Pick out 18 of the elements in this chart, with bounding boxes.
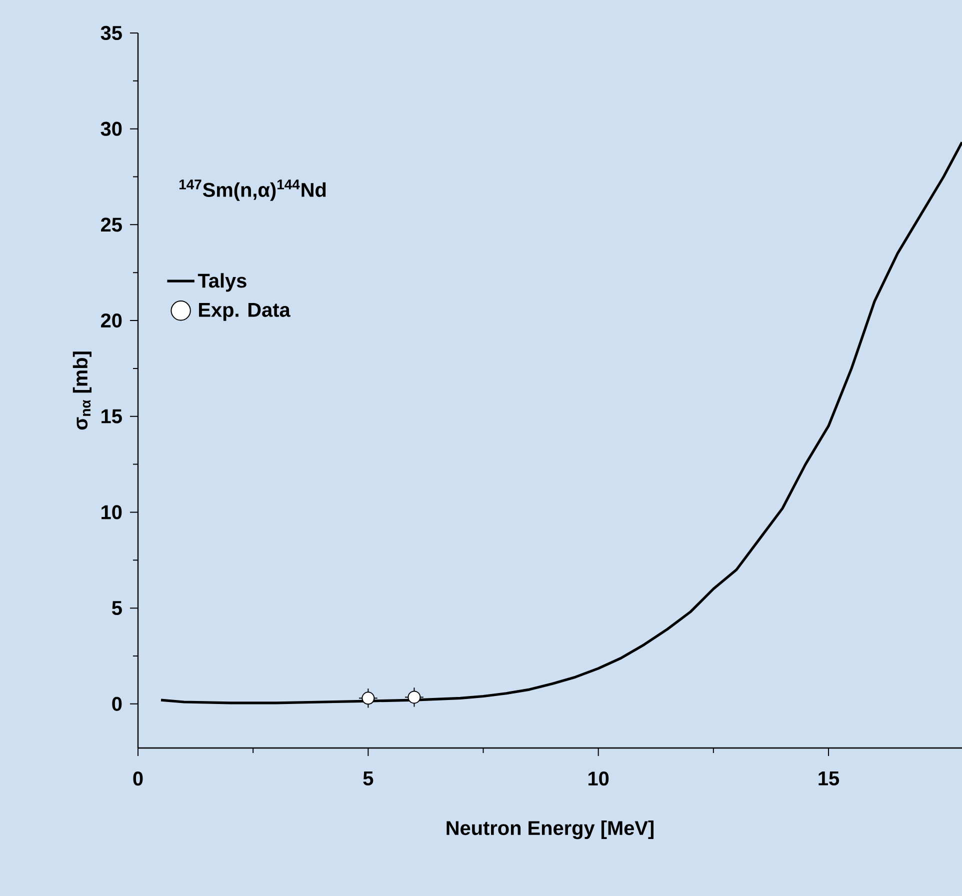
y-tick-label: 25 xyxy=(101,218,122,232)
y-axis-title: σ$_{nα}$ [mb] xyxy=(72,352,92,430)
y-tick-label: 35 xyxy=(100,26,122,40)
y-tick-label: 20 xyxy=(101,313,122,328)
x-axis-title: Neutron Energy [MeV] xyxy=(446,820,654,840)
y-tick-label: 30 xyxy=(100,122,122,136)
y-tick-label: 15 xyxy=(102,409,122,424)
line-series xyxy=(160,140,962,704)
y-tick-label: 5 xyxy=(112,601,122,616)
y-tick-label: 0 xyxy=(112,696,122,711)
x-tick-label: 0 xyxy=(133,772,143,786)
annotation: $^{147}$Sm(n,α)$^{144}$Nd xyxy=(179,180,326,201)
x-tick-label: 15 xyxy=(818,772,840,786)
x-tick-label: 5 xyxy=(363,772,374,786)
legend-label: Exp. Data xyxy=(199,303,290,321)
x-tick-label: 10 xyxy=(588,772,609,786)
legend-label: Talys xyxy=(198,273,246,292)
y-tick-label: 10 xyxy=(102,505,122,520)
